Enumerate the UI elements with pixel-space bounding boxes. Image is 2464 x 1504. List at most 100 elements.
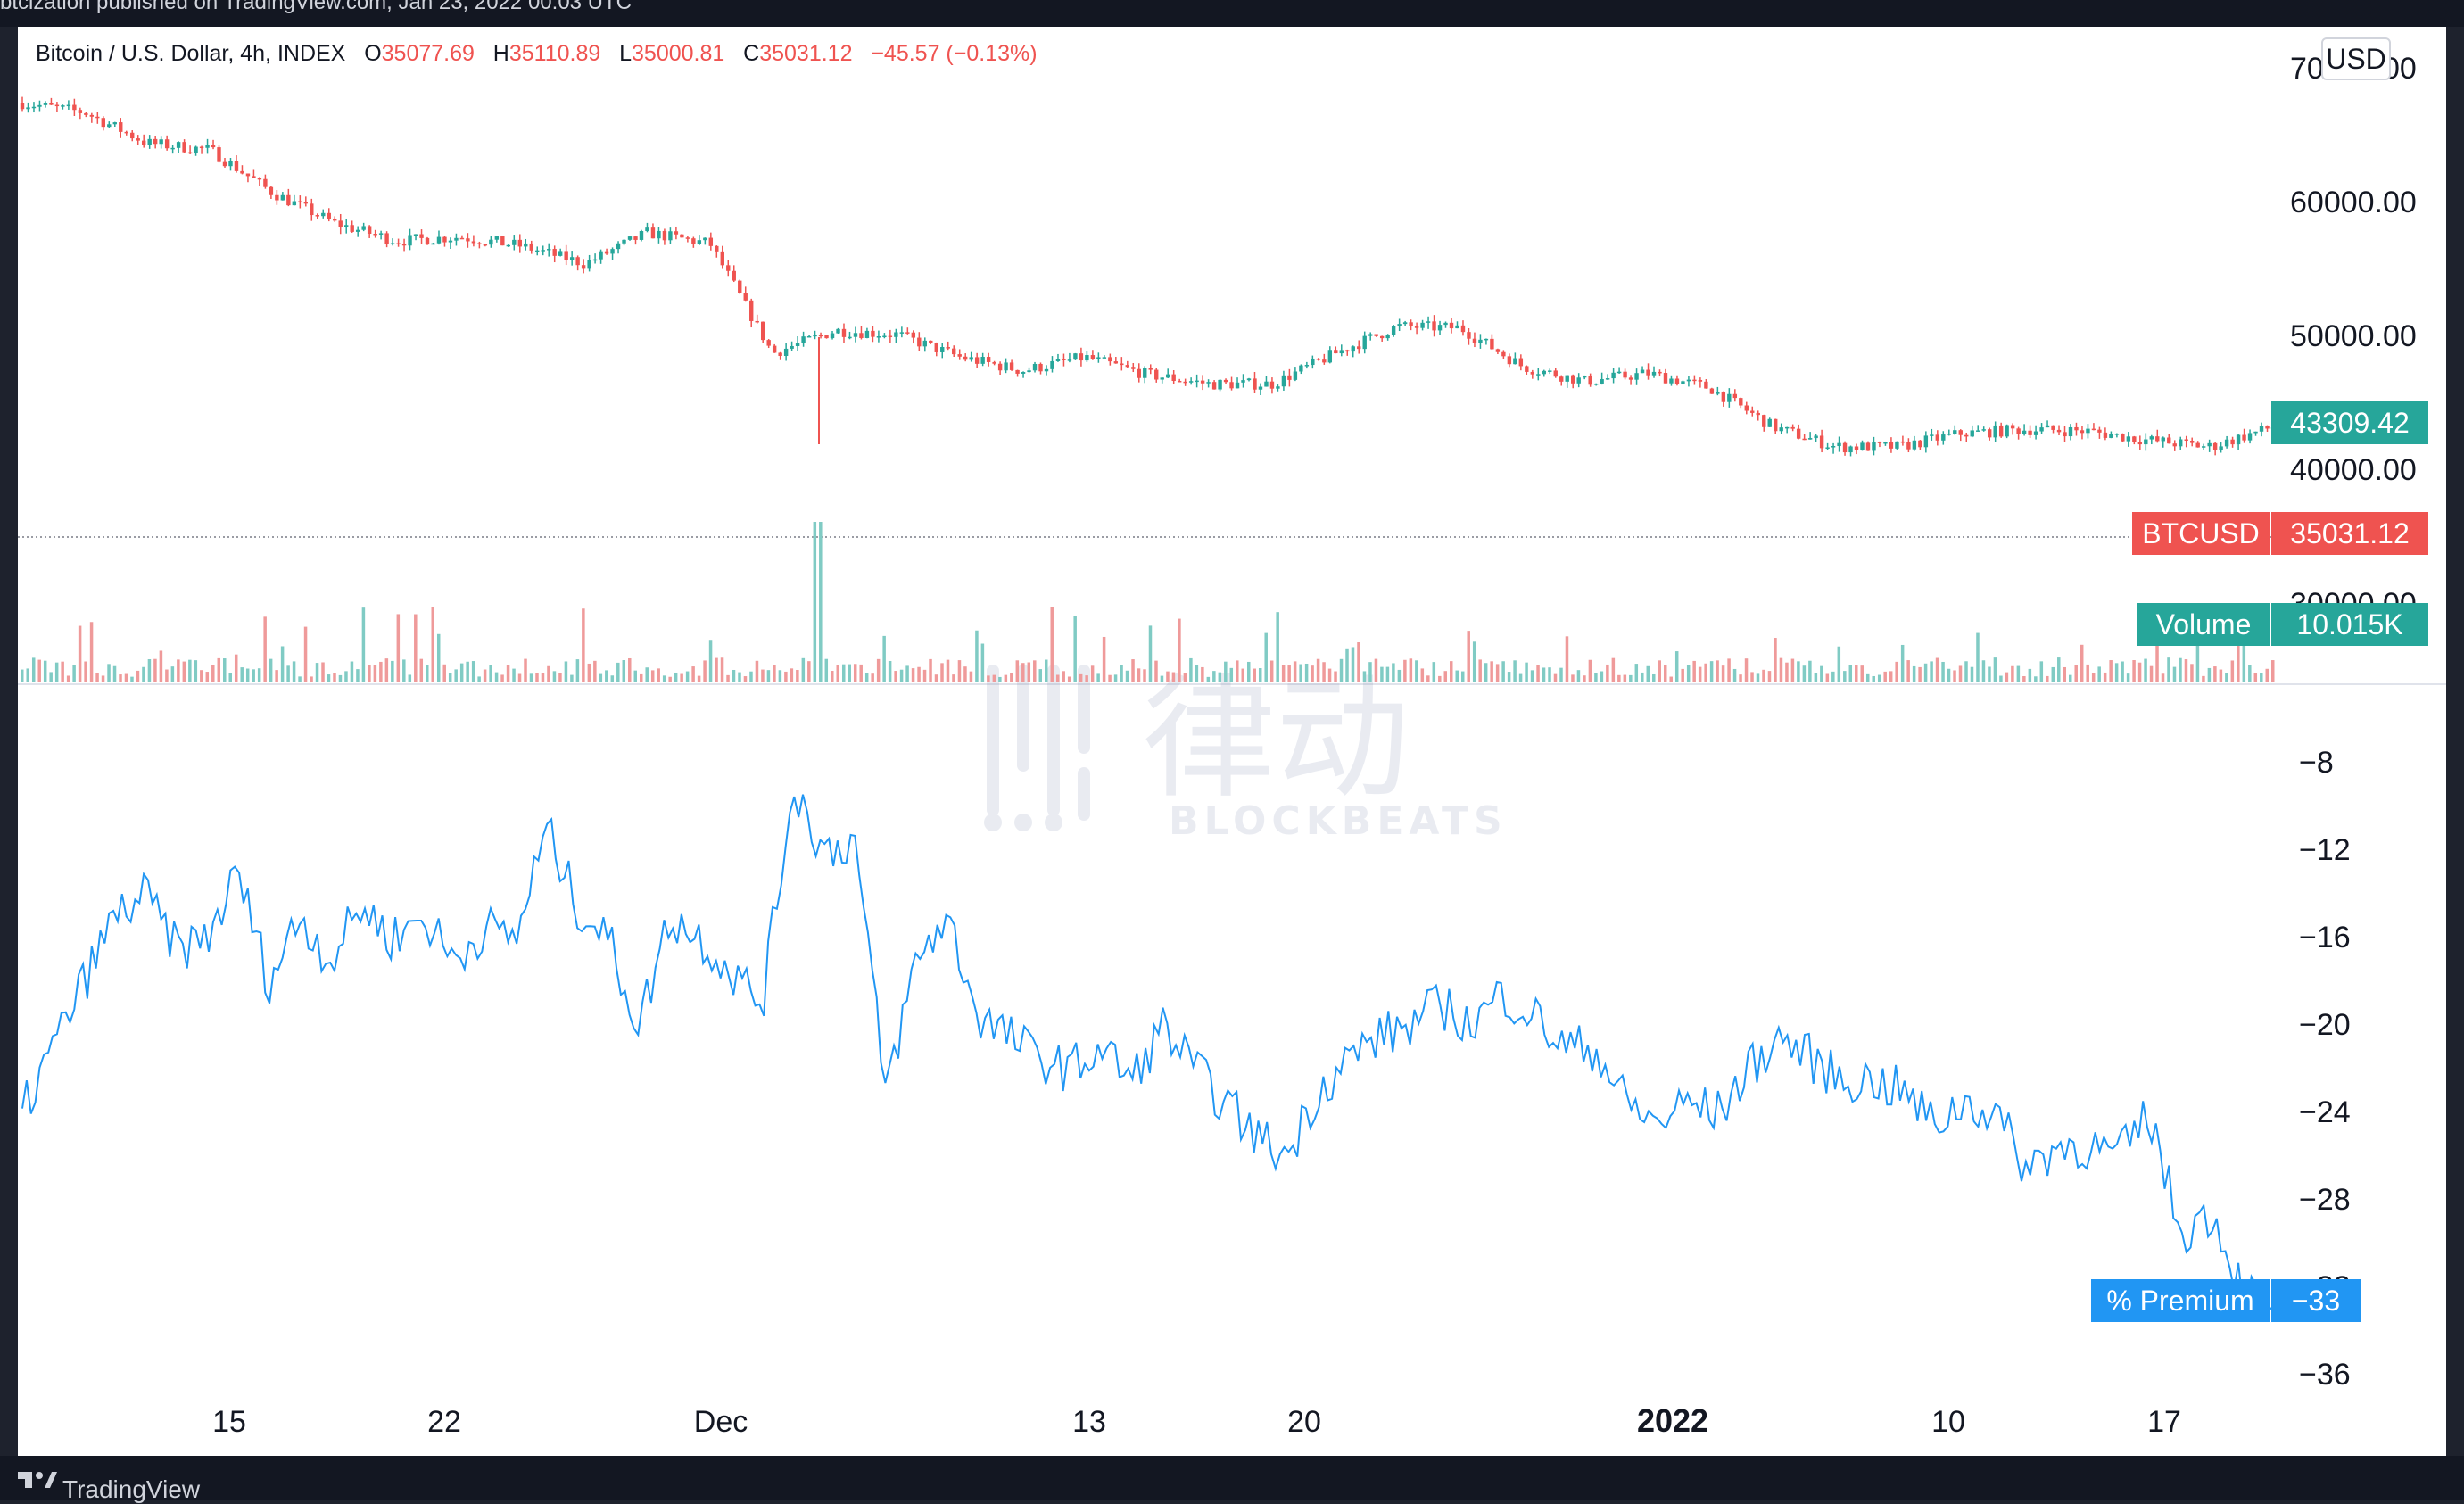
volume-bar bbox=[72, 665, 76, 682]
volume-bar bbox=[1732, 668, 1737, 682]
volume-bar bbox=[732, 669, 736, 682]
candle-body bbox=[1211, 382, 1217, 390]
candle-body bbox=[899, 332, 905, 334]
volume-bar bbox=[1247, 661, 1251, 682]
candle-body bbox=[252, 176, 256, 178]
candle-body bbox=[1246, 378, 1252, 381]
volume-bar bbox=[333, 673, 336, 682]
candle-body bbox=[263, 178, 268, 187]
volume-bar bbox=[1889, 671, 1893, 682]
candle-body bbox=[500, 236, 505, 246]
candle-body bbox=[1854, 446, 1859, 450]
candle-body bbox=[691, 238, 696, 244]
candle-body bbox=[1038, 363, 1043, 372]
volume-bar bbox=[310, 676, 313, 682]
volume-bar bbox=[436, 633, 441, 682]
candle-body bbox=[124, 131, 128, 134]
volume-bar bbox=[2016, 665, 2021, 682]
volume-bar bbox=[1415, 660, 1418, 682]
candle-body bbox=[1779, 427, 1783, 432]
candle-body bbox=[1148, 368, 1153, 370]
volume-bar bbox=[2237, 620, 2240, 682]
volume-bar bbox=[1895, 661, 1898, 682]
candle-body bbox=[997, 363, 1003, 371]
volume-bar bbox=[1837, 646, 1841, 682]
volume-bar bbox=[593, 660, 597, 682]
volume-bar bbox=[1027, 662, 1031, 682]
volume-bar bbox=[506, 665, 510, 682]
volume-bar bbox=[726, 674, 730, 682]
candle-body bbox=[1206, 382, 1211, 384]
volume-bar bbox=[1334, 671, 1337, 682]
volume-bar bbox=[639, 673, 643, 682]
candle-body bbox=[2179, 439, 2183, 447]
volume-bar bbox=[494, 672, 499, 682]
chart-canvas[interactable]: 律动 BLOCKBEATS 70000.00 60000.00 50000.00… bbox=[18, 27, 2446, 1456]
volume-bar bbox=[1988, 666, 1991, 682]
candle-body bbox=[726, 265, 731, 271]
candle-body bbox=[1223, 379, 1228, 383]
candle-body bbox=[2121, 434, 2125, 442]
volume-bar bbox=[1253, 668, 1256, 682]
volume-bar bbox=[1102, 636, 1106, 682]
candle-body bbox=[992, 361, 996, 364]
volume-bar bbox=[1460, 671, 1465, 682]
volume-bar bbox=[257, 668, 261, 682]
volume-bar bbox=[2074, 665, 2078, 682]
candle-body bbox=[1559, 376, 1564, 382]
volume-bar bbox=[1108, 674, 1112, 682]
volume-bar bbox=[200, 670, 203, 682]
volume-bar bbox=[1576, 670, 1581, 682]
volume-bar bbox=[275, 670, 278, 682]
volume-bar bbox=[2207, 667, 2212, 682]
candle-body bbox=[1658, 371, 1662, 374]
candle-body bbox=[894, 332, 898, 337]
volume-bar bbox=[888, 660, 892, 682]
volume-bar bbox=[373, 665, 377, 682]
tradingview-brand[interactable]: TradingView bbox=[62, 1475, 201, 1503]
volume-bar bbox=[361, 607, 366, 682]
volume-bar bbox=[338, 674, 343, 682]
volume-bar bbox=[998, 676, 1002, 682]
chart-panel[interactable]: 律动 BLOCKBEATS 70000.00 60000.00 50000.00… bbox=[18, 27, 2446, 1456]
candle-body bbox=[1784, 426, 1790, 429]
candle-body bbox=[1872, 442, 1876, 451]
candle-body bbox=[2149, 436, 2154, 440]
candle-body bbox=[1102, 357, 1107, 359]
volume-bar bbox=[426, 665, 429, 682]
volume-bar bbox=[2225, 673, 2228, 682]
candle-body bbox=[587, 260, 591, 269]
tradingview-logo-icon[interactable] bbox=[18, 1463, 57, 1490]
candle-body bbox=[778, 352, 782, 357]
candle-body bbox=[871, 330, 875, 337]
volume-bar bbox=[784, 671, 788, 682]
candle-body bbox=[1183, 381, 1187, 384]
premium-label: % Premium bbox=[2106, 1285, 2254, 1317]
candle-body bbox=[159, 139, 163, 145]
volume-bar bbox=[2034, 676, 2038, 682]
candle-body bbox=[1460, 325, 1466, 333]
volume-bar bbox=[2097, 666, 2101, 682]
candle-body bbox=[1542, 370, 1546, 375]
volume-bar bbox=[633, 670, 638, 682]
candle-body bbox=[2155, 436, 2160, 442]
volume-bar bbox=[2080, 644, 2084, 682]
premium-tick: −8 bbox=[2299, 746, 2334, 780]
candle-body bbox=[888, 335, 893, 338]
volume-bar bbox=[448, 673, 452, 682]
candle-body bbox=[112, 122, 117, 125]
currency-button[interactable]: USD bbox=[2321, 37, 2391, 80]
volume-bar bbox=[1171, 672, 1176, 682]
volume-bar bbox=[2028, 668, 2032, 682]
volume-bar bbox=[280, 646, 285, 682]
volume-bar bbox=[1831, 671, 1835, 682]
volume-bar bbox=[1090, 665, 1095, 682]
volume-bar bbox=[1258, 668, 1262, 682]
candle-body bbox=[1143, 368, 1147, 378]
volume-bar bbox=[1450, 661, 1453, 682]
volume-bar bbox=[112, 665, 117, 682]
candle-body bbox=[1981, 429, 1986, 431]
volume-bar bbox=[2172, 666, 2177, 682]
candle-body bbox=[732, 270, 736, 281]
volume-bar bbox=[1542, 667, 1546, 682]
